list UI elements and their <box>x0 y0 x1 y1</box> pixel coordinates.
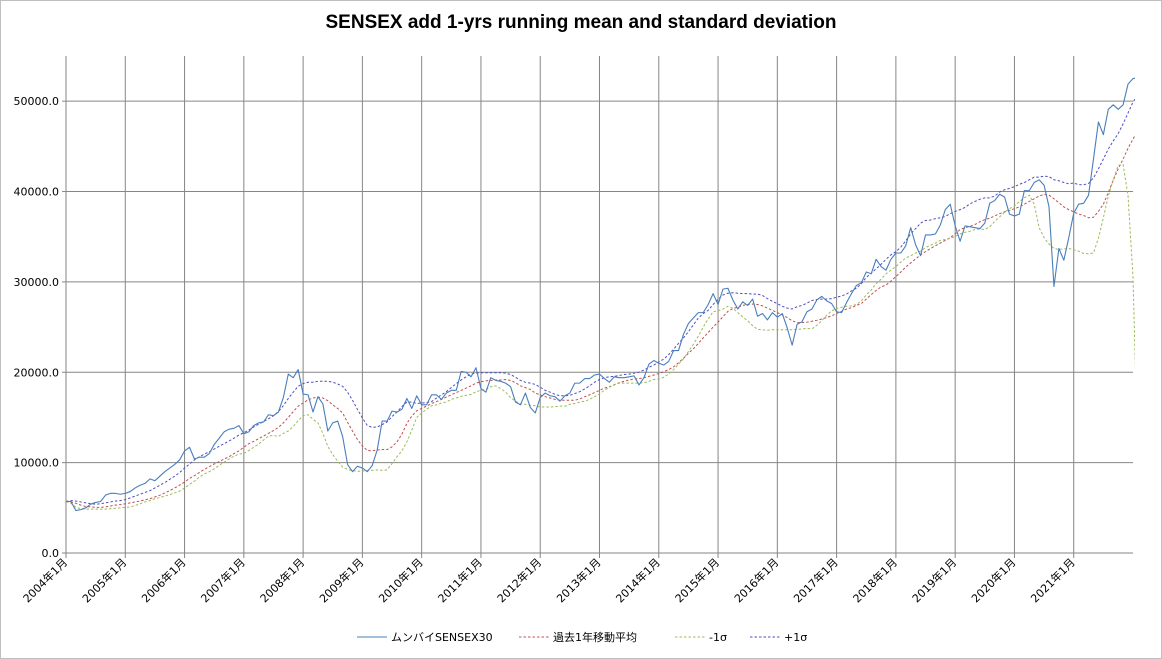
x-tick-label: 2009年1月 <box>316 555 366 605</box>
x-tick-label: 2005年1月 <box>79 555 129 605</box>
x-tick-label: 2018年1月 <box>850 555 900 605</box>
legend-label: ムンバイSENSEX30 <box>391 631 493 644</box>
x-tick-label: 2007年1月 <box>198 555 248 605</box>
moving-average-line <box>66 134 1135 508</box>
axes <box>62 56 1133 558</box>
x-tick-label: 2010年1月 <box>376 555 426 605</box>
x-tick-label: 2021年1月 <box>1028 555 1078 605</box>
y-tick-label: 0.0 <box>42 547 60 560</box>
x-tick-label: 2019年1月 <box>909 555 959 605</box>
y-tick-label: 50000.0 <box>14 95 60 108</box>
x-tick-label: 2004年1月 <box>20 555 70 605</box>
x-tick-label: 2013年1月 <box>553 555 603 605</box>
y-tick-label: 40000.0 <box>14 186 60 199</box>
x-tick-label: 2020年1月 <box>968 555 1018 605</box>
y-axis-ticks: 0.0 10000.0 20000.0 30000.0 40000.0 50000.0 <box>14 95 60 560</box>
x-tick-label: 2011年1月 <box>435 555 485 605</box>
x-tick-label: 2015年1月 <box>672 555 722 605</box>
minus-1-sigma-line <box>66 163 1135 510</box>
grid-lines <box>66 56 1133 553</box>
legend: ムンバイSENSEX30 過去1年移動平均 -1σ +1σ <box>357 630 807 644</box>
x-tick-label: 2017年1月 <box>791 555 841 605</box>
legend-label: +1σ <box>784 631 807 644</box>
legend-label: -1σ <box>709 631 727 644</box>
x-tick-label: 2012年1月 <box>494 555 544 605</box>
y-tick-label: 30000.0 <box>14 276 60 289</box>
x-tick-label: 2006年1月 <box>138 555 188 605</box>
legend-label: 過去1年移動平均 <box>553 630 637 644</box>
sensex-series-line <box>66 77 1135 512</box>
plus-1-sigma-line <box>66 98 1135 505</box>
x-tick-label: 2008年1月 <box>257 555 307 605</box>
chart-title: SENSEX add 1-yrs running mean and standa… <box>325 12 837 33</box>
x-tick-label: 2014年1月 <box>613 555 663 605</box>
y-tick-label: 10000.0 <box>14 457 60 470</box>
series-lines <box>66 77 1135 512</box>
y-tick-label: 20000.0 <box>14 366 60 379</box>
x-axis-ticks: 2004年1月 2005年1月 2006年1月 2007年1月 2008年1月 2009年… <box>20 555 1078 605</box>
x-tick-label: 2016年1月 <box>731 555 781 605</box>
